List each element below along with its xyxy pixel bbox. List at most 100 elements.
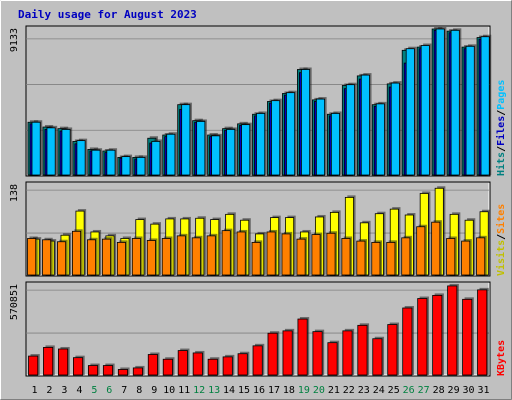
day-tick-label: 1 <box>31 385 37 396</box>
bar-pages-day-8-face <box>136 157 146 176</box>
bar-kbytes-day-27 <box>417 296 429 376</box>
bar-sites-day-27-face <box>416 226 426 276</box>
bar-kbytes-day-16-face <box>252 345 263 376</box>
bar-pages-day-10-face <box>166 133 176 176</box>
bar-kbytes-day-7-face <box>117 369 128 376</box>
bar-sites-day-3 <box>57 239 68 276</box>
day-tick-label: 7 <box>121 385 127 396</box>
day-tick-label: 28 <box>433 385 445 396</box>
bar-kbytes-day-3-face <box>58 348 69 376</box>
bar-pages-day-25-face <box>390 82 400 176</box>
bar-kbytes-day-19 <box>297 317 310 376</box>
bar-sites-day-7-face <box>116 241 126 276</box>
day-tick-label: 10 <box>163 385 175 396</box>
day-tick-label: 5 <box>91 385 97 396</box>
bar-pages-day-28-face <box>435 28 445 176</box>
bar-pages-day-12 <box>196 119 207 176</box>
bar-kbytes-day-2-face <box>43 347 54 376</box>
bar-pages-day-25 <box>390 81 402 176</box>
bar-pages-day-19 <box>301 67 312 176</box>
bar-kbytes-day-3 <box>58 346 70 376</box>
kbytes-panel-max-label: 570851 <box>9 284 20 320</box>
bar-sites-day-5-face <box>86 239 97 276</box>
bar-kbytes-day-14-face <box>222 356 233 376</box>
bar-pages-day-24 <box>375 101 387 176</box>
bar-kbytes-day-1-face <box>28 355 39 376</box>
bar-kbytes-day-12-face <box>192 352 203 376</box>
visits-panel-legend: Visits/Sites <box>495 204 507 276</box>
bar-kbytes-day-17 <box>267 331 280 376</box>
bar-kbytes-day-27-face <box>417 298 428 376</box>
bar-pages-day-14-face <box>226 129 236 176</box>
bar-sites-day-25-face <box>386 241 396 276</box>
bar-kbytes-day-31-face <box>477 289 488 376</box>
bar-pages-day-12-face <box>196 121 206 176</box>
bar-pages-day-18-face <box>286 92 296 176</box>
bar-sites-day-19 <box>296 237 308 276</box>
bar-pages-day-21-face <box>330 113 340 176</box>
bar-kbytes-day-6 <box>102 363 115 376</box>
bar-sites-day-23-face <box>356 240 366 276</box>
bar-sites-day-30-face <box>461 240 471 276</box>
bar-pages-day-5-face <box>91 149 101 176</box>
bar-kbytes-day-5-face <box>87 365 99 376</box>
bar-sites-day-17-face <box>266 231 276 276</box>
bar-kbytes-day-18-face <box>282 330 293 376</box>
bar-pages-day-7-face <box>121 156 131 176</box>
bar-sites-day-13 <box>206 233 218 276</box>
bar-sites-day-15-face <box>236 231 246 276</box>
bar-kbytes-day-2 <box>43 345 55 376</box>
bar-sites-day-5 <box>86 237 98 276</box>
bar-pages-day-9-face <box>151 141 161 176</box>
bar-kbytes-day-25-face <box>387 324 398 376</box>
bar-kbytes-day-23-face <box>357 324 368 376</box>
bar-pages-day-22 <box>345 82 357 176</box>
bar-sites-day-16-face <box>251 241 261 276</box>
day-tick-label: 6 <box>106 385 112 396</box>
day-tick-label: 23 <box>358 385 370 396</box>
bar-sites-day-7 <box>116 240 128 276</box>
bar-pages-day-18 <box>286 90 297 176</box>
bar-kbytes-day-20 <box>312 329 325 376</box>
legend-label: Pages <box>496 80 507 110</box>
bar-pages-day-5 <box>91 148 103 176</box>
hits-panel-legend: Hits/Files/Pages <box>495 80 507 176</box>
day-tick-label: 31 <box>477 385 489 396</box>
day-tick-label: 18 <box>283 385 295 396</box>
bar-pages-day-6-face <box>106 149 116 176</box>
bar-kbytes-day-26 <box>402 305 414 376</box>
bar-pages-day-27-face <box>420 45 430 176</box>
bar-pages-day-14 <box>226 127 237 176</box>
bar-sites-day-31 <box>476 235 487 276</box>
day-tick-label: 3 <box>61 385 67 396</box>
bar-kbytes-day-26-face <box>402 307 413 376</box>
day-tick-label: 21 <box>328 385 340 396</box>
bar-pages-day-22-face <box>345 84 355 176</box>
day-tick-label: 22 <box>343 385 355 396</box>
bar-pages-day-15-face <box>241 124 251 176</box>
bar-kbytes-day-24-face <box>372 338 383 376</box>
bar-sites-day-4 <box>72 229 83 276</box>
bar-pages-day-3-face <box>61 129 71 176</box>
bar-sites-day-6 <box>101 237 113 276</box>
bar-kbytes-day-20-face <box>312 331 323 376</box>
legend-label: Files <box>495 116 507 146</box>
bar-kbytes-day-15-face <box>237 353 248 376</box>
bar-kbytes-day-13 <box>207 357 220 376</box>
bar-sites-day-11-face <box>176 235 186 276</box>
bar-kbytes-day-8 <box>132 365 145 376</box>
bar-kbytes-day-8-face <box>132 367 143 376</box>
bar-pages-day-26-face <box>405 48 415 176</box>
bar-sites-day-4-face <box>72 230 82 276</box>
bar-pages-day-1 <box>31 120 43 176</box>
day-tick-label: 9 <box>151 385 157 396</box>
day-tick-label: 17 <box>268 385 280 396</box>
bar-pages-day-11 <box>181 102 192 176</box>
bar-sites-day-1 <box>27 236 38 276</box>
bar-kbytes-day-5 <box>87 363 100 376</box>
bar-pages-day-31-face <box>480 36 490 176</box>
bar-kbytes-day-30 <box>462 297 474 376</box>
bar-sites-day-18-face <box>281 233 291 276</box>
